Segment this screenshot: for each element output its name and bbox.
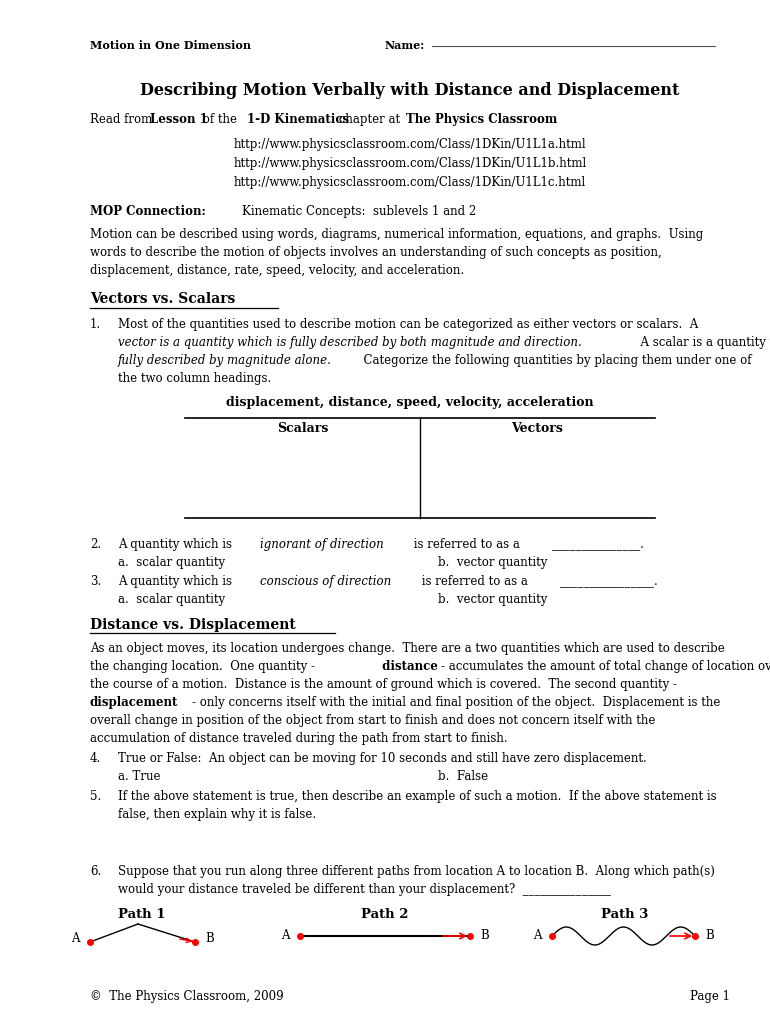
Text: B: B: [205, 933, 214, 945]
Text: http://www.physicsclassroom.com/Class/1DKin/U1L1a.html: http://www.physicsclassroom.com/Class/1D…: [233, 138, 586, 151]
Text: Page 1: Page 1: [690, 990, 730, 1002]
Text: overall change in position of the object from start to finish and does not conce: overall change in position of the object…: [90, 714, 655, 727]
Text: vector is a quantity which is fully described by both magnitude and direction.: vector is a quantity which is fully desc…: [118, 336, 582, 349]
Text: MOP Connection:: MOP Connection:: [90, 205, 206, 218]
Text: Path 3: Path 3: [601, 908, 648, 921]
Text: Suppose that you run along three different paths from location A to location B. : Suppose that you run along three differe…: [118, 865, 715, 878]
Text: 1-D Kinematics: 1-D Kinematics: [247, 113, 350, 126]
Text: accumulation of distance traveled during the path from start to finish.: accumulation of distance traveled during…: [90, 732, 507, 745]
Text: Vectors: Vectors: [511, 422, 564, 435]
Text: http://www.physicsclassroom.com/Class/1DKin/U1L1c.html: http://www.physicsclassroom.com/Class/1D…: [234, 176, 586, 189]
Text: displacement, distance, rate, speed, velocity, and acceleration.: displacement, distance, rate, speed, vel…: [90, 264, 464, 278]
Text: 6.: 6.: [90, 865, 101, 878]
Text: 1.: 1.: [90, 318, 101, 331]
Text: of the: of the: [199, 113, 241, 126]
Text: displacement, distance, speed, velocity, acceleration: displacement, distance, speed, velocity,…: [226, 396, 594, 409]
Text: Path 1: Path 1: [119, 908, 166, 921]
Text: A scalar is a quantity which is: A scalar is a quantity which is: [633, 336, 770, 349]
Text: ________________.: ________________.: [560, 575, 658, 588]
Text: the two column headings.: the two column headings.: [118, 372, 271, 385]
Text: B: B: [705, 930, 714, 942]
Text: a.  scalar quantity: a. scalar quantity: [118, 593, 225, 606]
Text: Most of the quantities used to describe motion can be categorized as either vect: Most of the quantities used to describe …: [118, 318, 698, 331]
Text: - accumulates the amount of total change of location over: - accumulates the amount of total change…: [441, 660, 770, 673]
Text: a.  scalar quantity: a. scalar quantity: [118, 556, 225, 569]
Text: Scalars: Scalars: [276, 422, 328, 435]
Text: True or False:  An object can be moving for 10 seconds and still have zero displ: True or False: An object can be moving f…: [118, 752, 647, 765]
Text: Vectors vs. Scalars: Vectors vs. Scalars: [90, 292, 236, 306]
Text: http://www.physicsclassroom.com/Class/1DKin/U1L1b.html: http://www.physicsclassroom.com/Class/1D…: [233, 157, 587, 170]
Text: false, then explain why it is false.: false, then explain why it is false.: [118, 808, 316, 821]
Text: Describing Motion Verbally with Distance and Displacement: Describing Motion Verbally with Distance…: [140, 82, 680, 99]
Text: B: B: [480, 930, 489, 942]
Text: Motion can be described using words, diagrams, numerical information, equations,: Motion can be described using words, dia…: [90, 228, 703, 241]
Text: :: :: [537, 113, 541, 126]
Text: A: A: [282, 930, 290, 942]
Text: Name:: Name:: [385, 40, 425, 51]
Text: words to describe the motion of objects involves an understanding of such concep: words to describe the motion of objects …: [90, 246, 661, 259]
Text: 3.: 3.: [90, 575, 101, 588]
Text: chapter at: chapter at: [334, 113, 403, 126]
Text: 2.: 2.: [90, 538, 101, 551]
Text: A quantity which is: A quantity which is: [118, 575, 236, 588]
Text: Path 2: Path 2: [361, 908, 409, 921]
Text: _______________.: _______________.: [552, 538, 644, 551]
Text: displacement: displacement: [90, 696, 179, 709]
Text: 5.: 5.: [90, 790, 101, 803]
Text: conscious of direction: conscious of direction: [260, 575, 391, 588]
Text: - only concerns itself with the initial and final position of the object.  Displ: - only concerns itself with the initial …: [192, 696, 721, 709]
Text: is referred to as a: is referred to as a: [418, 575, 531, 588]
Text: fully described by magnitude alone.: fully described by magnitude alone.: [118, 354, 332, 367]
Text: Read from: Read from: [90, 113, 156, 126]
Text: A quantity which is: A quantity which is: [118, 538, 236, 551]
Text: ignorant of direction: ignorant of direction: [260, 538, 383, 551]
Text: would your distance traveled be different than your displacement?  _____________: would your distance traveled be differen…: [118, 883, 611, 896]
Text: As an object moves, its location undergoes change.  There are a two quantities w: As an object moves, its location undergo…: [90, 642, 725, 655]
Text: Categorize the following quantities by placing them under one of: Categorize the following quantities by p…: [356, 354, 752, 367]
Text: 4.: 4.: [90, 752, 101, 765]
Text: b.  vector quantity: b. vector quantity: [438, 556, 547, 569]
Text: distance: distance: [378, 660, 442, 673]
Text: Motion in One Dimension: Motion in One Dimension: [90, 40, 251, 51]
Text: b.  vector quantity: b. vector quantity: [438, 593, 547, 606]
Text: Kinematic Concepts:  sublevels 1 and 2: Kinematic Concepts: sublevels 1 and 2: [242, 205, 477, 218]
Text: the course of a motion.  Distance is the amount of ground which is covered.  The: the course of a motion. Distance is the …: [90, 678, 677, 691]
Text: the changing location.  One quantity -: the changing location. One quantity -: [90, 660, 315, 673]
Text: Lesson 1: Lesson 1: [149, 113, 207, 126]
Text: ©  The Physics Classroom, 2009: © The Physics Classroom, 2009: [90, 990, 283, 1002]
Text: The Physics Classroom: The Physics Classroom: [406, 113, 557, 126]
Text: a. True: a. True: [118, 770, 160, 783]
Text: If the above statement is true, then describe an example of such a motion.  If t: If the above statement is true, then des…: [118, 790, 717, 803]
Text: A: A: [534, 930, 542, 942]
Text: Distance vs. Displacement: Distance vs. Displacement: [90, 618, 296, 632]
Text: is referred to as a: is referred to as a: [410, 538, 524, 551]
Text: b.  False: b. False: [438, 770, 488, 783]
Text: A: A: [72, 933, 80, 945]
